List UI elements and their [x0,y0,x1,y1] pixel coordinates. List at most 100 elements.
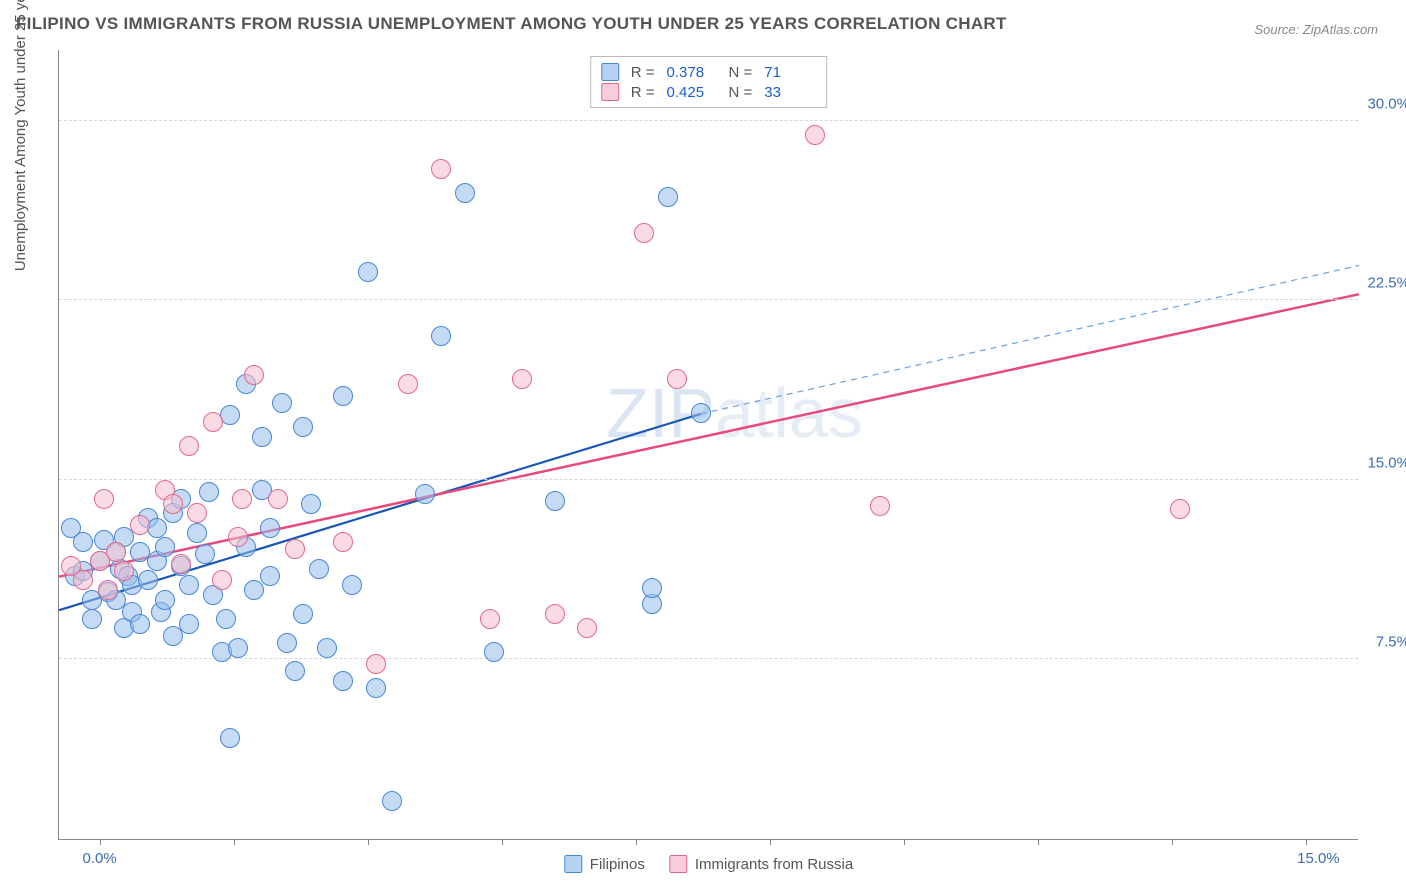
scatter-point [333,386,353,406]
scatter-point [301,494,321,514]
legend-swatch [669,855,687,873]
scatter-point [187,523,207,543]
scatter-point [94,489,114,509]
scatter-point [232,489,252,509]
y-tick-label: 7.5% [1376,634,1406,651]
scatter-point [333,532,353,552]
legend-swatch [601,63,619,81]
scatter-point [179,614,199,634]
r-value: 0.378 [667,64,717,81]
scatter-point [268,489,288,509]
scatter-point [252,427,272,447]
scatter-point [82,609,102,629]
x-tick-mark [904,839,905,845]
legend-swatch [601,83,619,101]
scatter-point [309,559,329,579]
scatter-point [293,417,313,437]
scatter-point [203,412,223,432]
x-tick-label: 0.0% [83,850,117,867]
legend-series-label: Filipinos [590,856,645,873]
r-value: 0.425 [667,84,717,101]
scatter-point [260,518,280,538]
scatter-point [272,393,292,413]
gridline [59,120,1358,121]
scatter-point [634,223,654,243]
scatter-point [244,580,264,600]
x-tick-mark [1038,839,1039,845]
scatter-point [285,539,305,559]
x-tick-label: 15.0% [1297,850,1340,867]
scatter-point [171,554,191,574]
scatter-point [228,638,248,658]
x-tick-mark [1306,839,1307,845]
scatter-point [484,642,504,662]
chart-container: FILIPINO VS IMMIGRANTS FROM RUSSIA UNEMP… [0,0,1406,892]
scatter-point [138,570,158,590]
scatter-point [216,609,236,629]
scatter-point [382,791,402,811]
scatter-point [285,661,305,681]
legend-swatch [564,855,582,873]
legend-series: Filipinos Immigrants from Russia [564,855,853,873]
x-tick-mark [100,839,101,845]
trendline [701,265,1359,413]
y-tick-label: 30.0% [1367,95,1406,112]
gridline [59,479,1358,480]
scatter-point [293,604,313,624]
x-tick-mark [770,839,771,845]
legend-series-item: Immigrants from Russia [669,855,853,873]
r-label: R = [631,64,655,81]
scatter-point [870,496,890,516]
scatter-point [130,614,150,634]
scatter-point [366,654,386,674]
n-label: N = [729,64,753,81]
scatter-point [199,482,219,502]
scatter-point [220,728,240,748]
y-tick-label: 15.0% [1367,454,1406,471]
legend-stats: R = 0.378 N = 71 R = 0.425 N = 33 [590,56,828,108]
scatter-point [545,604,565,624]
scatter-point [805,125,825,145]
scatter-point [114,561,134,581]
scatter-point [642,578,662,598]
x-tick-mark [368,839,369,845]
plot-area: ZIPatlas R =0.378N =71R =0.425N =33 Fili… [58,50,1358,840]
trendlines [59,50,1358,839]
x-tick-mark [636,839,637,845]
legend-stats-row: R = 0.378 N = 71 [601,62,815,82]
source-label: Source: ZipAtlas.com [1254,22,1378,37]
scatter-point [667,369,687,389]
n-value: 33 [764,84,814,101]
scatter-point [431,159,451,179]
scatter-point [1170,499,1190,519]
n-label: N = [729,84,753,101]
y-axis-label: Unemployment Among Youth under 25 years [12,0,29,271]
scatter-point [691,403,711,423]
scatter-point [512,369,532,389]
legend-stats-row: R = 0.425 N = 33 [601,82,815,102]
scatter-point [244,365,264,385]
scatter-point [73,532,93,552]
scatter-point [358,262,378,282]
scatter-point [179,436,199,456]
scatter-point [98,580,118,600]
scatter-point [398,374,418,394]
gridline [59,658,1358,659]
x-tick-mark [502,839,503,845]
scatter-point [73,570,93,590]
scatter-point [545,491,565,511]
scatter-point [163,494,183,514]
scatter-point [155,537,175,557]
scatter-point [342,575,362,595]
legend-series-item: Filipinos [564,855,645,873]
scatter-point [106,542,126,562]
scatter-point [228,527,248,547]
scatter-point [415,484,435,504]
legend-series-label: Immigrants from Russia [695,856,853,873]
scatter-point [317,638,337,658]
scatter-point [155,590,175,610]
r-label: R = [631,84,655,101]
scatter-point [130,515,150,535]
scatter-point [366,678,386,698]
n-value: 71 [764,64,814,81]
